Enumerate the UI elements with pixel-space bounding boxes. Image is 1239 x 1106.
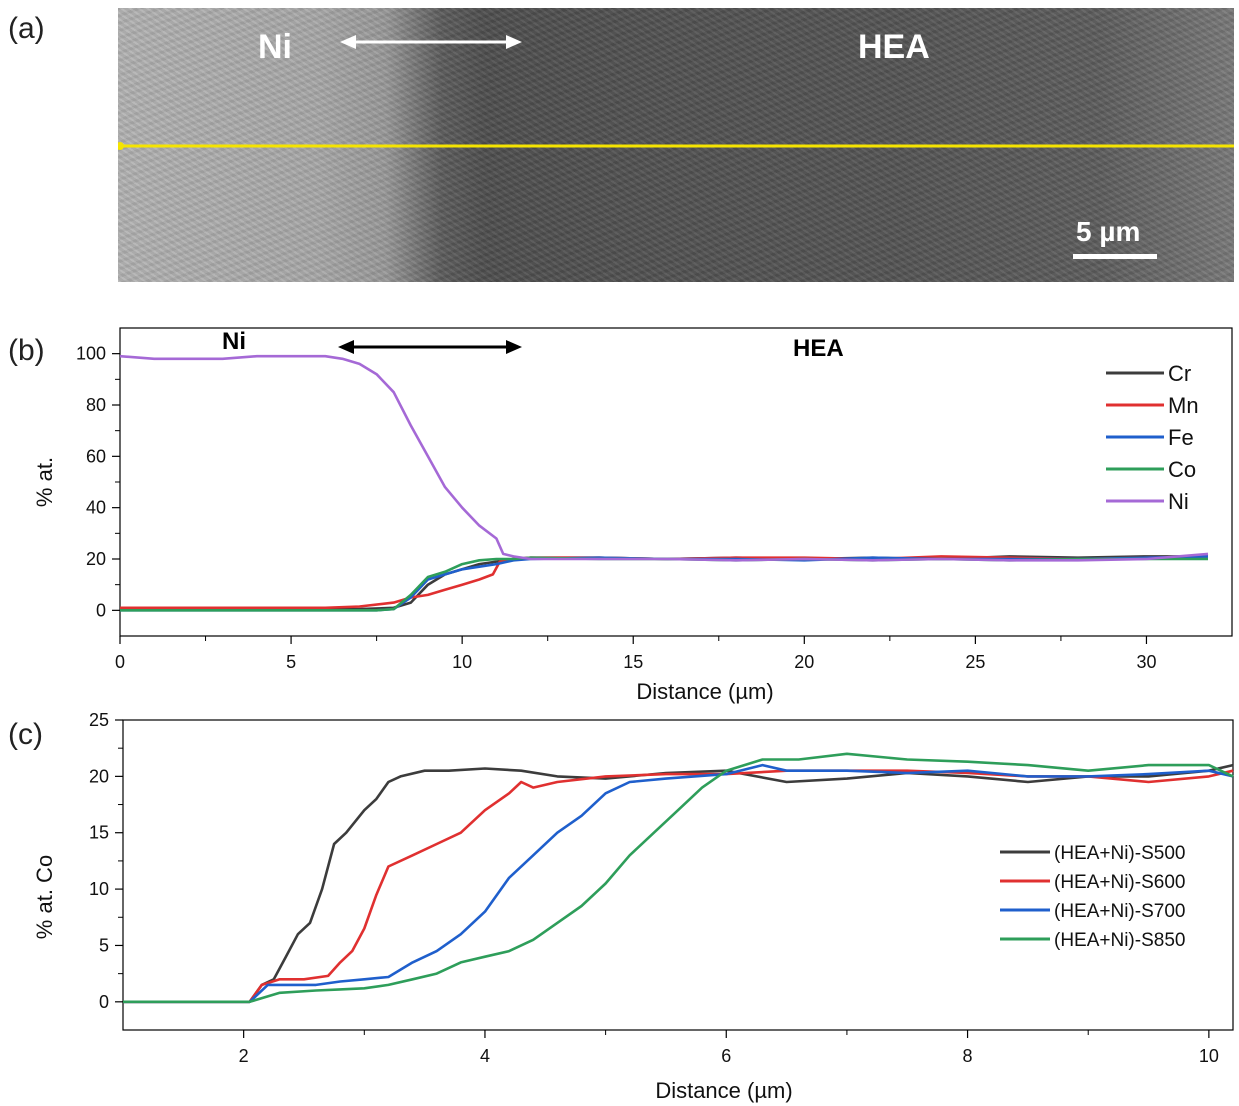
chart-b-xtick-label: 5 xyxy=(286,652,296,672)
line-scan-start xyxy=(118,142,124,150)
series-line--hea-ni-s850 xyxy=(123,752,1234,1004)
chart-b-xlabel: Distance (µm) xyxy=(636,679,773,704)
chart-c-legend: (HEA+Ni)-S500 (HEA+Ni)-S600 (HEA+Ni)-S700 (… xyxy=(1000,843,1185,951)
chart-c-ytick-label: 25 xyxy=(89,712,109,730)
series-line--hea-ni-s600 xyxy=(123,769,1234,1004)
chart-b-ytick-label: 0 xyxy=(96,600,106,620)
micrograph-overlay xyxy=(118,35,1234,150)
series-line-co xyxy=(120,556,1208,612)
chart-b-ytick-label: 80 xyxy=(86,395,106,415)
legend-label: (HEA+Ni)-S600 xyxy=(1054,872,1185,893)
chart-b-arrow xyxy=(338,340,522,354)
series-line--hea-ni-s500 xyxy=(123,763,1234,1004)
chart-c-xtick-label: 2 xyxy=(239,1046,249,1066)
sem-micrograph: Ni HEA 5 µm xyxy=(118,8,1234,282)
ni-region-label: Ni xyxy=(258,28,292,66)
chart-b-axes: 0 5 10 15 20 25 30 0 20 40 60 80 100 xyxy=(76,344,1157,672)
chart-b-xtick-label: 0 xyxy=(115,652,125,672)
chart-b-xtick-label: 30 xyxy=(1136,652,1156,672)
chart-c-ytick-label: 15 xyxy=(89,823,109,843)
chart-c-xtick-label: 10 xyxy=(1199,1046,1219,1066)
legend-label: (HEA+Ni)-S700 xyxy=(1054,901,1185,922)
chart-b-ylabel: % at. xyxy=(32,457,57,507)
legend-label: Cr xyxy=(1168,361,1191,386)
series-line-ni xyxy=(119,354,1209,562)
chart-c-ytick-label: 20 xyxy=(89,766,109,786)
scale-bar xyxy=(1073,254,1157,259)
chart-c-xtick-label: 4 xyxy=(480,1046,490,1066)
chart-b-annotation-hea: HEA xyxy=(793,335,844,362)
chart-b: 0 5 10 15 20 25 30 0 20 40 60 80 100 Ni HEA Distance… xyxy=(32,327,1233,704)
chart-b-legend: Cr Mn Fe Co Ni xyxy=(1106,361,1199,514)
chart-c-axes: 2 4 6 8 10 0 5 10 15 20 25 xyxy=(89,712,1219,1066)
chart-c-xtick-label: 6 xyxy=(721,1046,731,1066)
chart-c-xtick-label: 8 xyxy=(963,1046,973,1066)
chart-b-annotation-ni: Ni xyxy=(222,328,246,355)
hea-region-label: HEA xyxy=(858,28,930,66)
legend-label: Fe xyxy=(1168,425,1194,450)
chart-c-ytick-label: 5 xyxy=(99,935,109,955)
chart-c-ylabel: % at. Co xyxy=(32,855,57,939)
chart-c-xlabel: Distance (µm) xyxy=(655,1078,792,1103)
legend-label: (HEA+Ni)-S500 xyxy=(1054,843,1185,864)
interdiffusion-arrow xyxy=(340,35,522,49)
chart-b-series xyxy=(119,354,1209,612)
chart-b-frame xyxy=(119,327,1233,637)
legend-label: (HEA+Ni)-S850 xyxy=(1054,930,1185,951)
legend-label: Co xyxy=(1168,457,1196,482)
chart-b-xtick-label: 25 xyxy=(965,652,985,672)
chart-c-ytick-label: 10 xyxy=(89,879,109,899)
chart-b-ytick-label: 100 xyxy=(76,344,106,364)
series-line-cr xyxy=(120,555,1208,611)
legend-label: Mn xyxy=(1168,393,1199,418)
series-line--hea-ni-s700 xyxy=(123,763,1234,1004)
legend-label: Ni xyxy=(1168,489,1189,514)
panel-c-label: (c) xyxy=(8,718,43,751)
chart-c-frame xyxy=(122,719,1234,1031)
scale-bar-label: 5 µm xyxy=(1076,216,1141,247)
panel-b-label: (b) xyxy=(8,334,45,367)
chart-b-xtick-label: 10 xyxy=(452,652,472,672)
chart-b-ytick-label: 20 xyxy=(86,549,106,569)
chart-b-xtick-label: 15 xyxy=(623,652,643,672)
chart-b-xtick-label: 20 xyxy=(794,652,814,672)
chart-c-series xyxy=(123,752,1234,1004)
panel-a-label: (a) xyxy=(8,12,45,45)
series-line-mn xyxy=(120,555,1209,610)
chart-b-ytick-label: 60 xyxy=(86,446,106,466)
chart-b-ytick-label: 40 xyxy=(86,498,106,518)
series-line-fe xyxy=(120,555,1209,612)
chart-c-ytick-label: 0 xyxy=(99,992,109,1012)
